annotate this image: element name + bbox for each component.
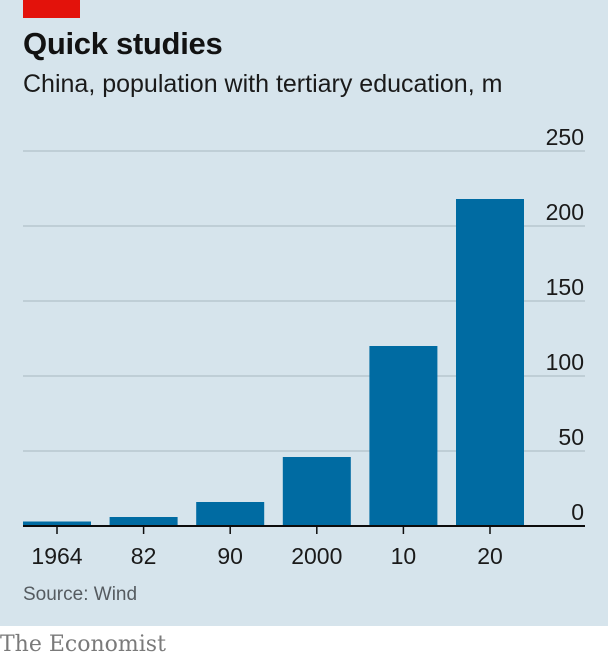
x-tick-label: 10: [391, 543, 417, 569]
y-tick-label: 250: [546, 124, 584, 150]
y-tick-label: 200: [546, 199, 584, 225]
y-tick-label: 150: [546, 274, 584, 300]
x-tick-label: 82: [131, 543, 157, 569]
y-tick-label: 100: [546, 349, 584, 375]
bar-20: [456, 199, 524, 526]
x-tick-label: 90: [217, 543, 243, 569]
chart-subtitle: China, population with tertiary educatio…: [23, 70, 503, 98]
chart-panel: Quick studies China, population with ter…: [0, 0, 608, 626]
y-tick-label: 0: [571, 499, 584, 525]
y-tick-label: 50: [558, 424, 584, 450]
x-tick-label: 2000: [291, 543, 342, 569]
x-tick-labels: 1964 82 90 2000 10 20: [31, 526, 503, 569]
brand-red-tag: [23, 0, 80, 18]
chart-title: Quick studies: [23, 26, 223, 61]
brand-logo-text: The Economist: [0, 632, 166, 657]
source-note: Source: Wind: [23, 584, 138, 605]
bar-1964: [23, 521, 91, 526]
x-tick-label: 1964: [31, 543, 82, 569]
bars: [23, 199, 524, 526]
bar-90: [196, 502, 265, 526]
bar-82: [109, 517, 178, 526]
y-tick-labels: 0 50 100 150 200 250: [546, 124, 584, 525]
bar-chart: 0 50 100 150 200 250 1964 82 90 2000 10 20: [23, 124, 585, 569]
bar-10: [369, 346, 438, 526]
x-tick-label: 20: [477, 543, 503, 569]
bar-2000: [282, 457, 351, 526]
